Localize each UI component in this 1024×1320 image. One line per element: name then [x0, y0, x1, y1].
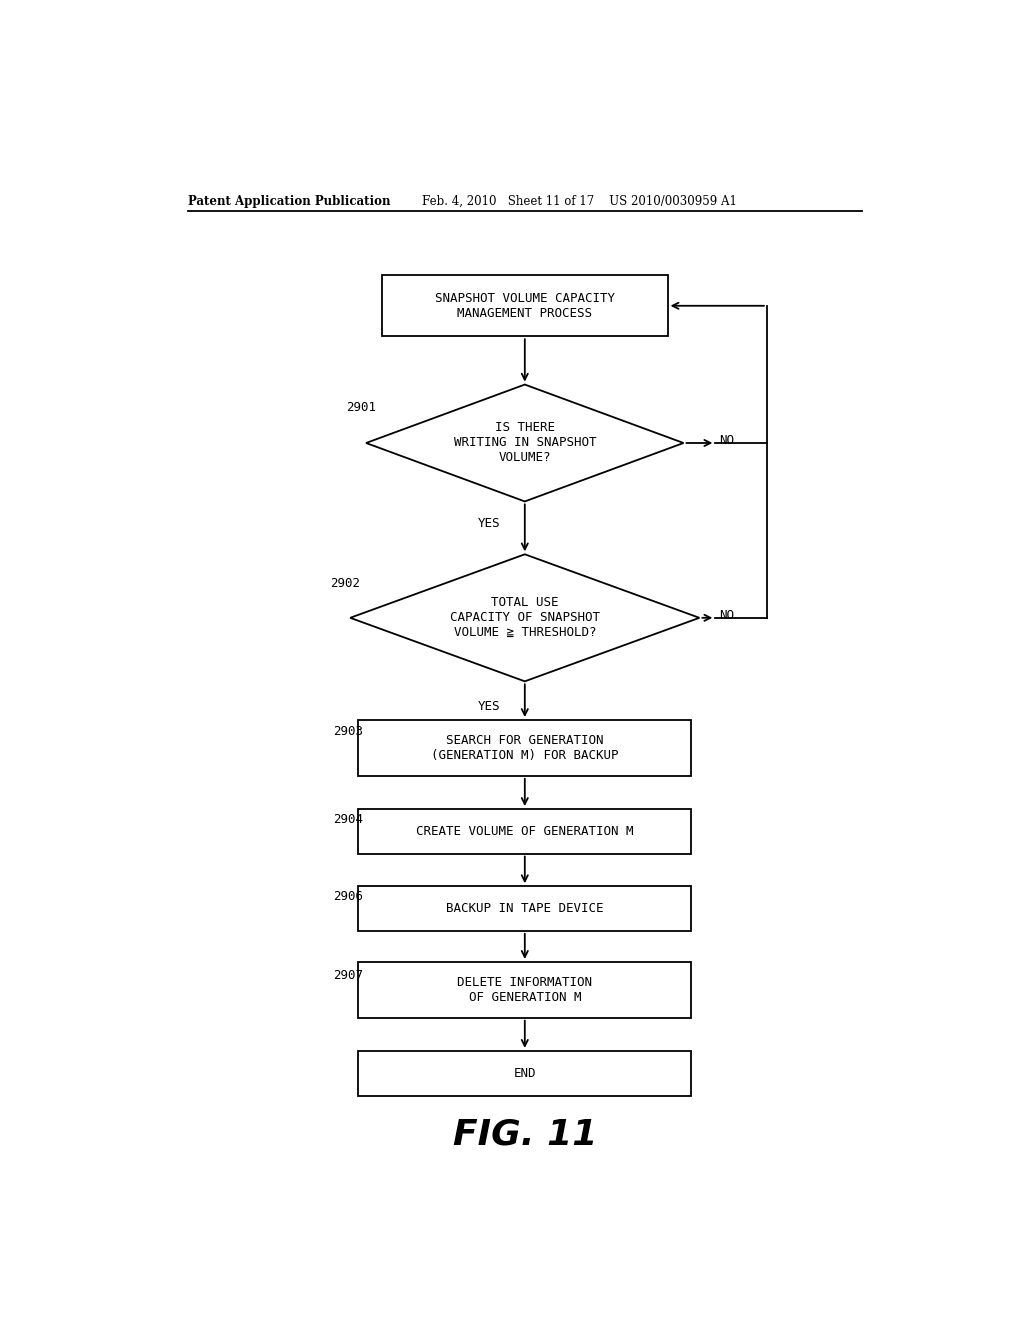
Text: 2902: 2902: [331, 577, 360, 590]
Text: IS THERE
WRITING IN SNAPSHOT
VOLUME?: IS THERE WRITING IN SNAPSHOT VOLUME?: [454, 421, 596, 465]
Text: SNAPSHOT VOLUME CAPACITY
MANAGEMENT PROCESS: SNAPSHOT VOLUME CAPACITY MANAGEMENT PROC…: [435, 292, 614, 319]
Text: 2906: 2906: [333, 890, 362, 903]
Text: END: END: [514, 1067, 536, 1080]
Text: Feb. 4, 2010   Sheet 11 of 17    US 2010/0030959 A1: Feb. 4, 2010 Sheet 11 of 17 US 2010/0030…: [422, 194, 736, 207]
Text: NO: NO: [719, 610, 734, 622]
Text: 2904: 2904: [333, 813, 362, 825]
Text: 2907: 2907: [333, 969, 362, 982]
FancyBboxPatch shape: [358, 809, 691, 854]
Text: SEARCH FOR GENERATION
(GENERATION M) FOR BACKUP: SEARCH FOR GENERATION (GENERATION M) FOR…: [431, 734, 618, 762]
Text: 2903: 2903: [333, 725, 362, 738]
Text: YES: YES: [478, 517, 501, 531]
Text: 2901: 2901: [346, 401, 376, 414]
Text: YES: YES: [478, 700, 501, 713]
FancyBboxPatch shape: [358, 719, 691, 776]
FancyBboxPatch shape: [358, 962, 691, 1018]
FancyBboxPatch shape: [382, 276, 668, 337]
Text: CREATE VOLUME OF GENERATION M: CREATE VOLUME OF GENERATION M: [416, 825, 634, 838]
Text: FIG. 11: FIG. 11: [453, 1117, 597, 1151]
Text: NO: NO: [719, 434, 734, 447]
Text: BACKUP IN TAPE DEVICE: BACKUP IN TAPE DEVICE: [446, 902, 603, 915]
Text: Patent Application Publication: Patent Application Publication: [187, 194, 390, 207]
Text: DELETE INFORMATION
OF GENERATION M: DELETE INFORMATION OF GENERATION M: [458, 975, 592, 1003]
Text: TOTAL USE
CAPACITY OF SNAPSHOT
VOLUME ≧ THRESHOLD?: TOTAL USE CAPACITY OF SNAPSHOT VOLUME ≧ …: [450, 597, 600, 639]
FancyBboxPatch shape: [358, 886, 691, 931]
FancyBboxPatch shape: [358, 1051, 691, 1096]
